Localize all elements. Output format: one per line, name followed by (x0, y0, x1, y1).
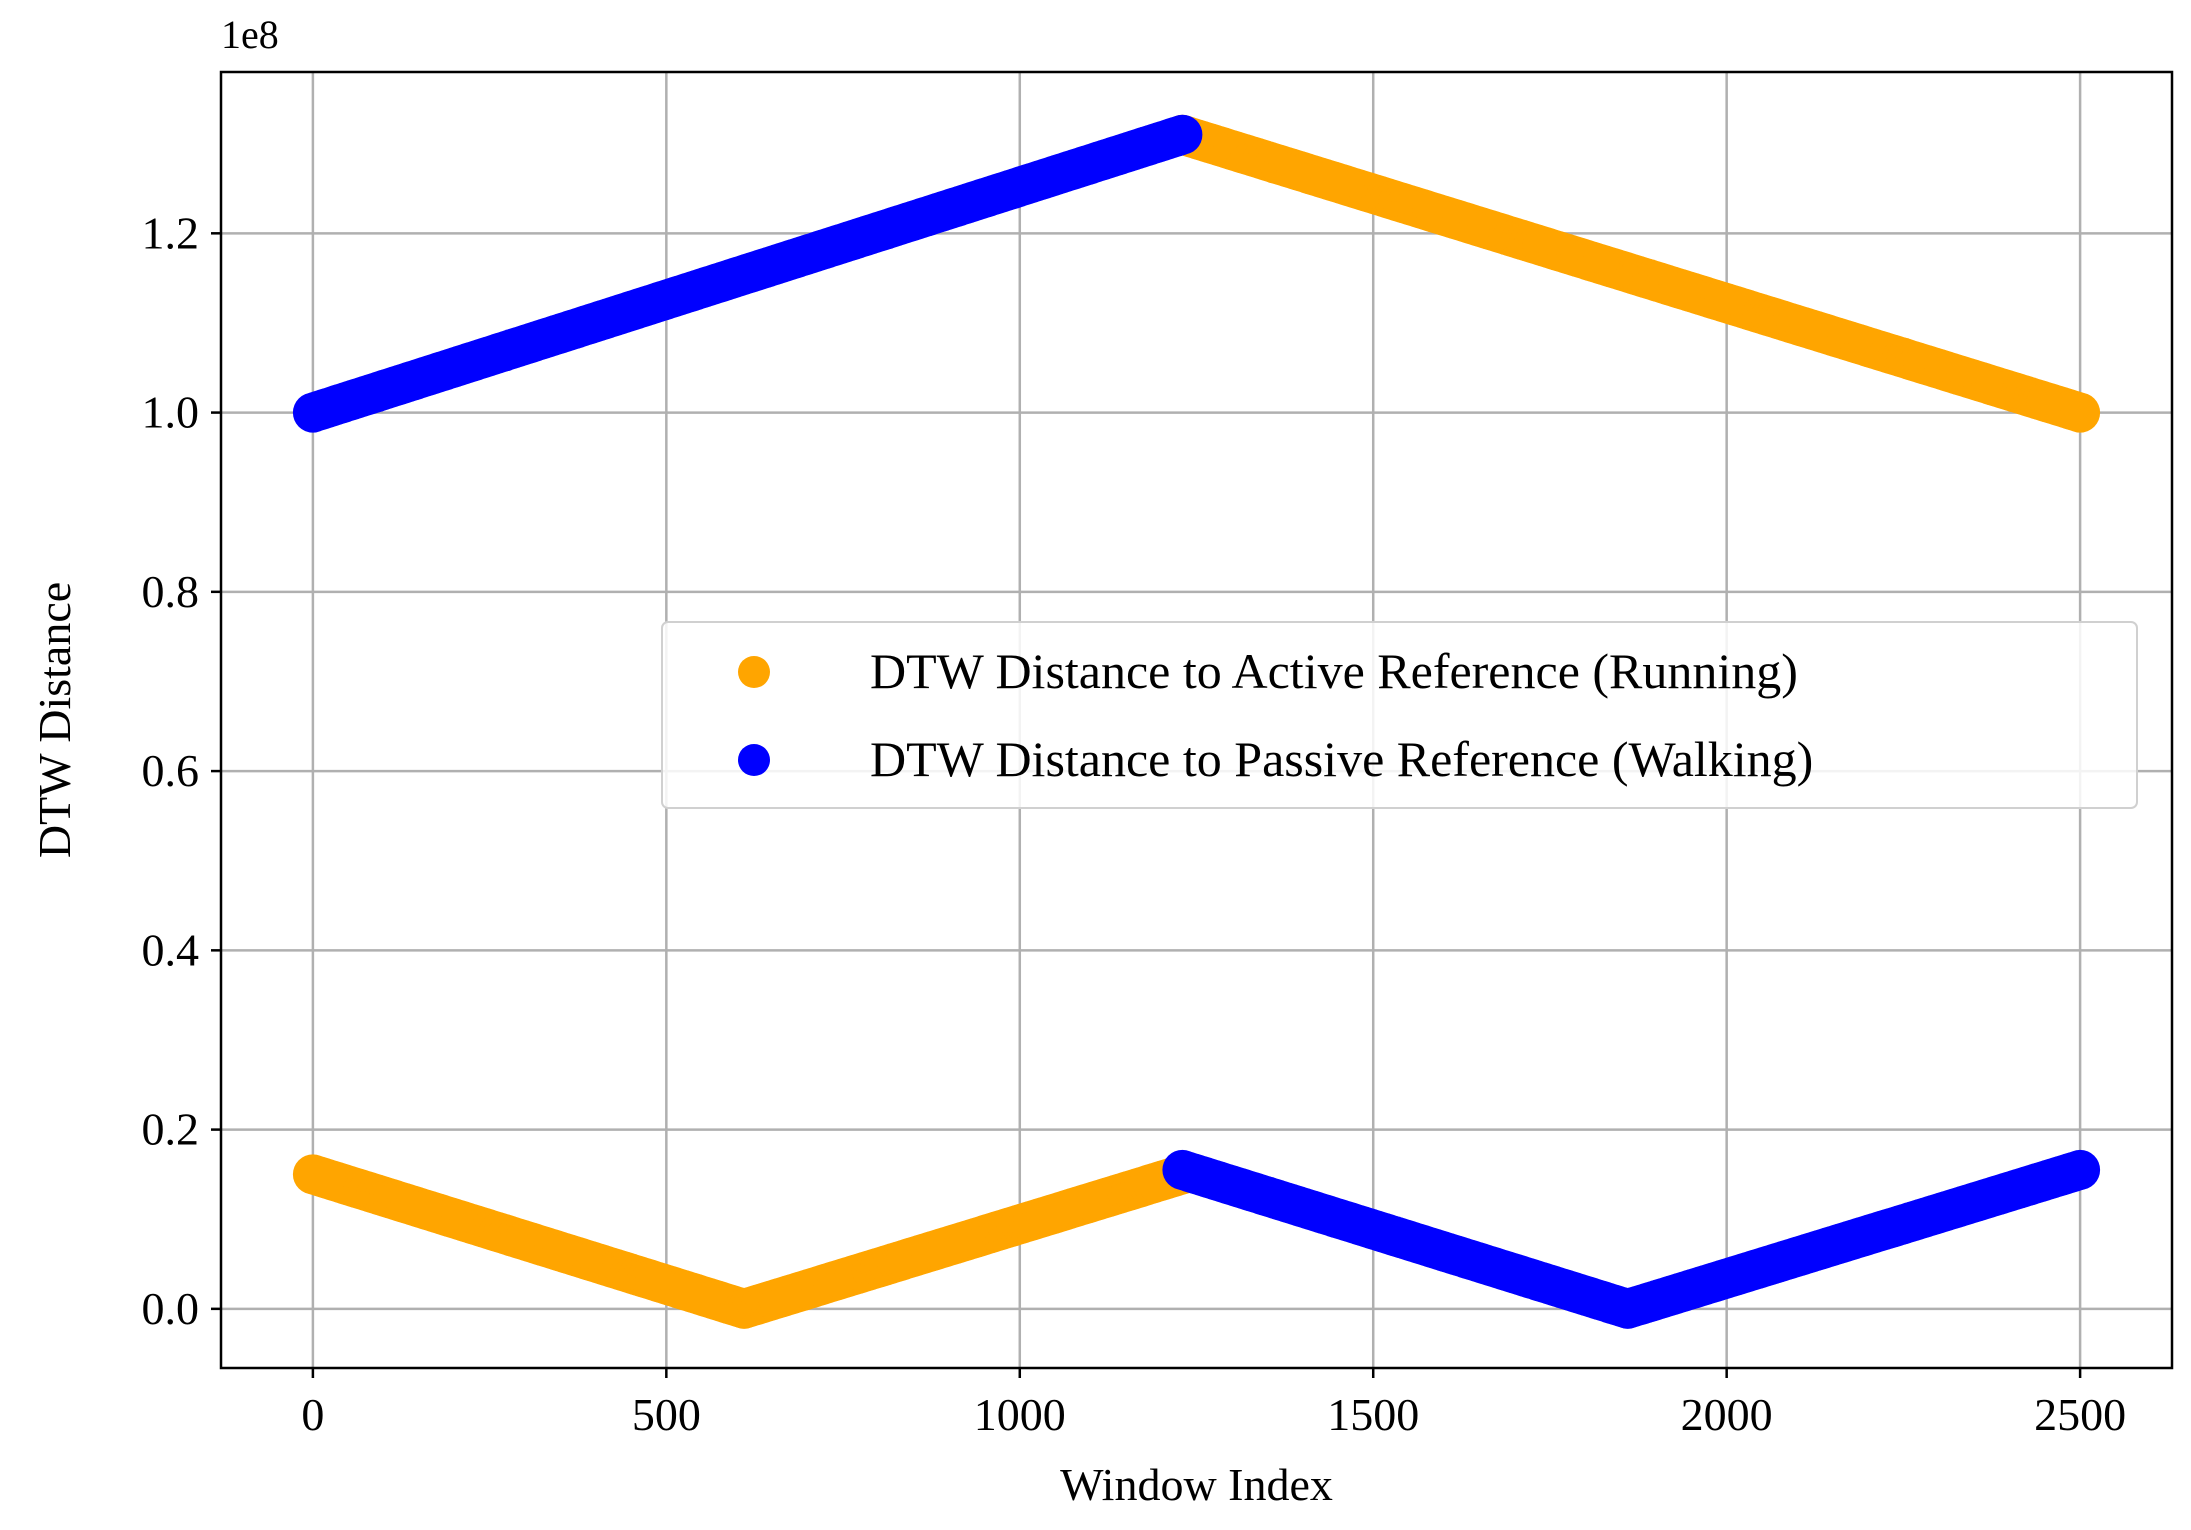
y-tick-label: 1.0 (142, 387, 200, 438)
y-tick-label: 0.8 (142, 566, 200, 617)
legend-box (661, 621, 2138, 809)
x-tick-label: 0 (301, 1389, 324, 1440)
y-tick-label: 0.4 (142, 924, 200, 975)
y-axis-label: DTW Distance (29, 582, 80, 858)
x-tick-label: 2500 (2034, 1389, 2126, 1440)
x-axis-label: Window Index (1060, 1459, 1333, 1510)
y-tick-label: 1.2 (142, 207, 200, 258)
legend-marker-passive (738, 744, 770, 776)
axis-ticks: 0 500 1000 1500 2000 2500 0.0 0.2 0.4 0.6 0.8 1.0 1.… (142, 207, 2127, 1440)
legend-label-active: DTW Distance to Active Reference (Runnin… (870, 643, 1798, 699)
legend: DTW Distance to Active Reference (Runnin… (661, 621, 2138, 809)
x-tick-label: 500 (632, 1389, 701, 1440)
data-point (1162, 114, 1203, 155)
x-tick-label: 1000 (974, 1389, 1066, 1440)
plot-area-frame (219, 70, 2174, 1370)
y-tick-label: 0.2 (142, 1104, 200, 1155)
legend-label-passive: DTW Distance to Passive Reference (Walki… (870, 731, 1813, 787)
series-active-running (292, 114, 2101, 1329)
y-tick-label: 0.6 (142, 745, 200, 796)
legend-marker-active (738, 656, 770, 688)
data-point (2060, 1149, 2101, 1190)
x-tick-label: 1500 (1327, 1389, 1419, 1440)
x-tick-label: 2000 (1681, 1389, 1773, 1440)
y-tick-label: 0.0 (142, 1283, 200, 1334)
series-passive-walking (292, 114, 2101, 1329)
data-markers (292, 114, 2101, 1329)
y-exponent-label: 1e8 (221, 12, 279, 57)
data-point (2060, 392, 2101, 433)
